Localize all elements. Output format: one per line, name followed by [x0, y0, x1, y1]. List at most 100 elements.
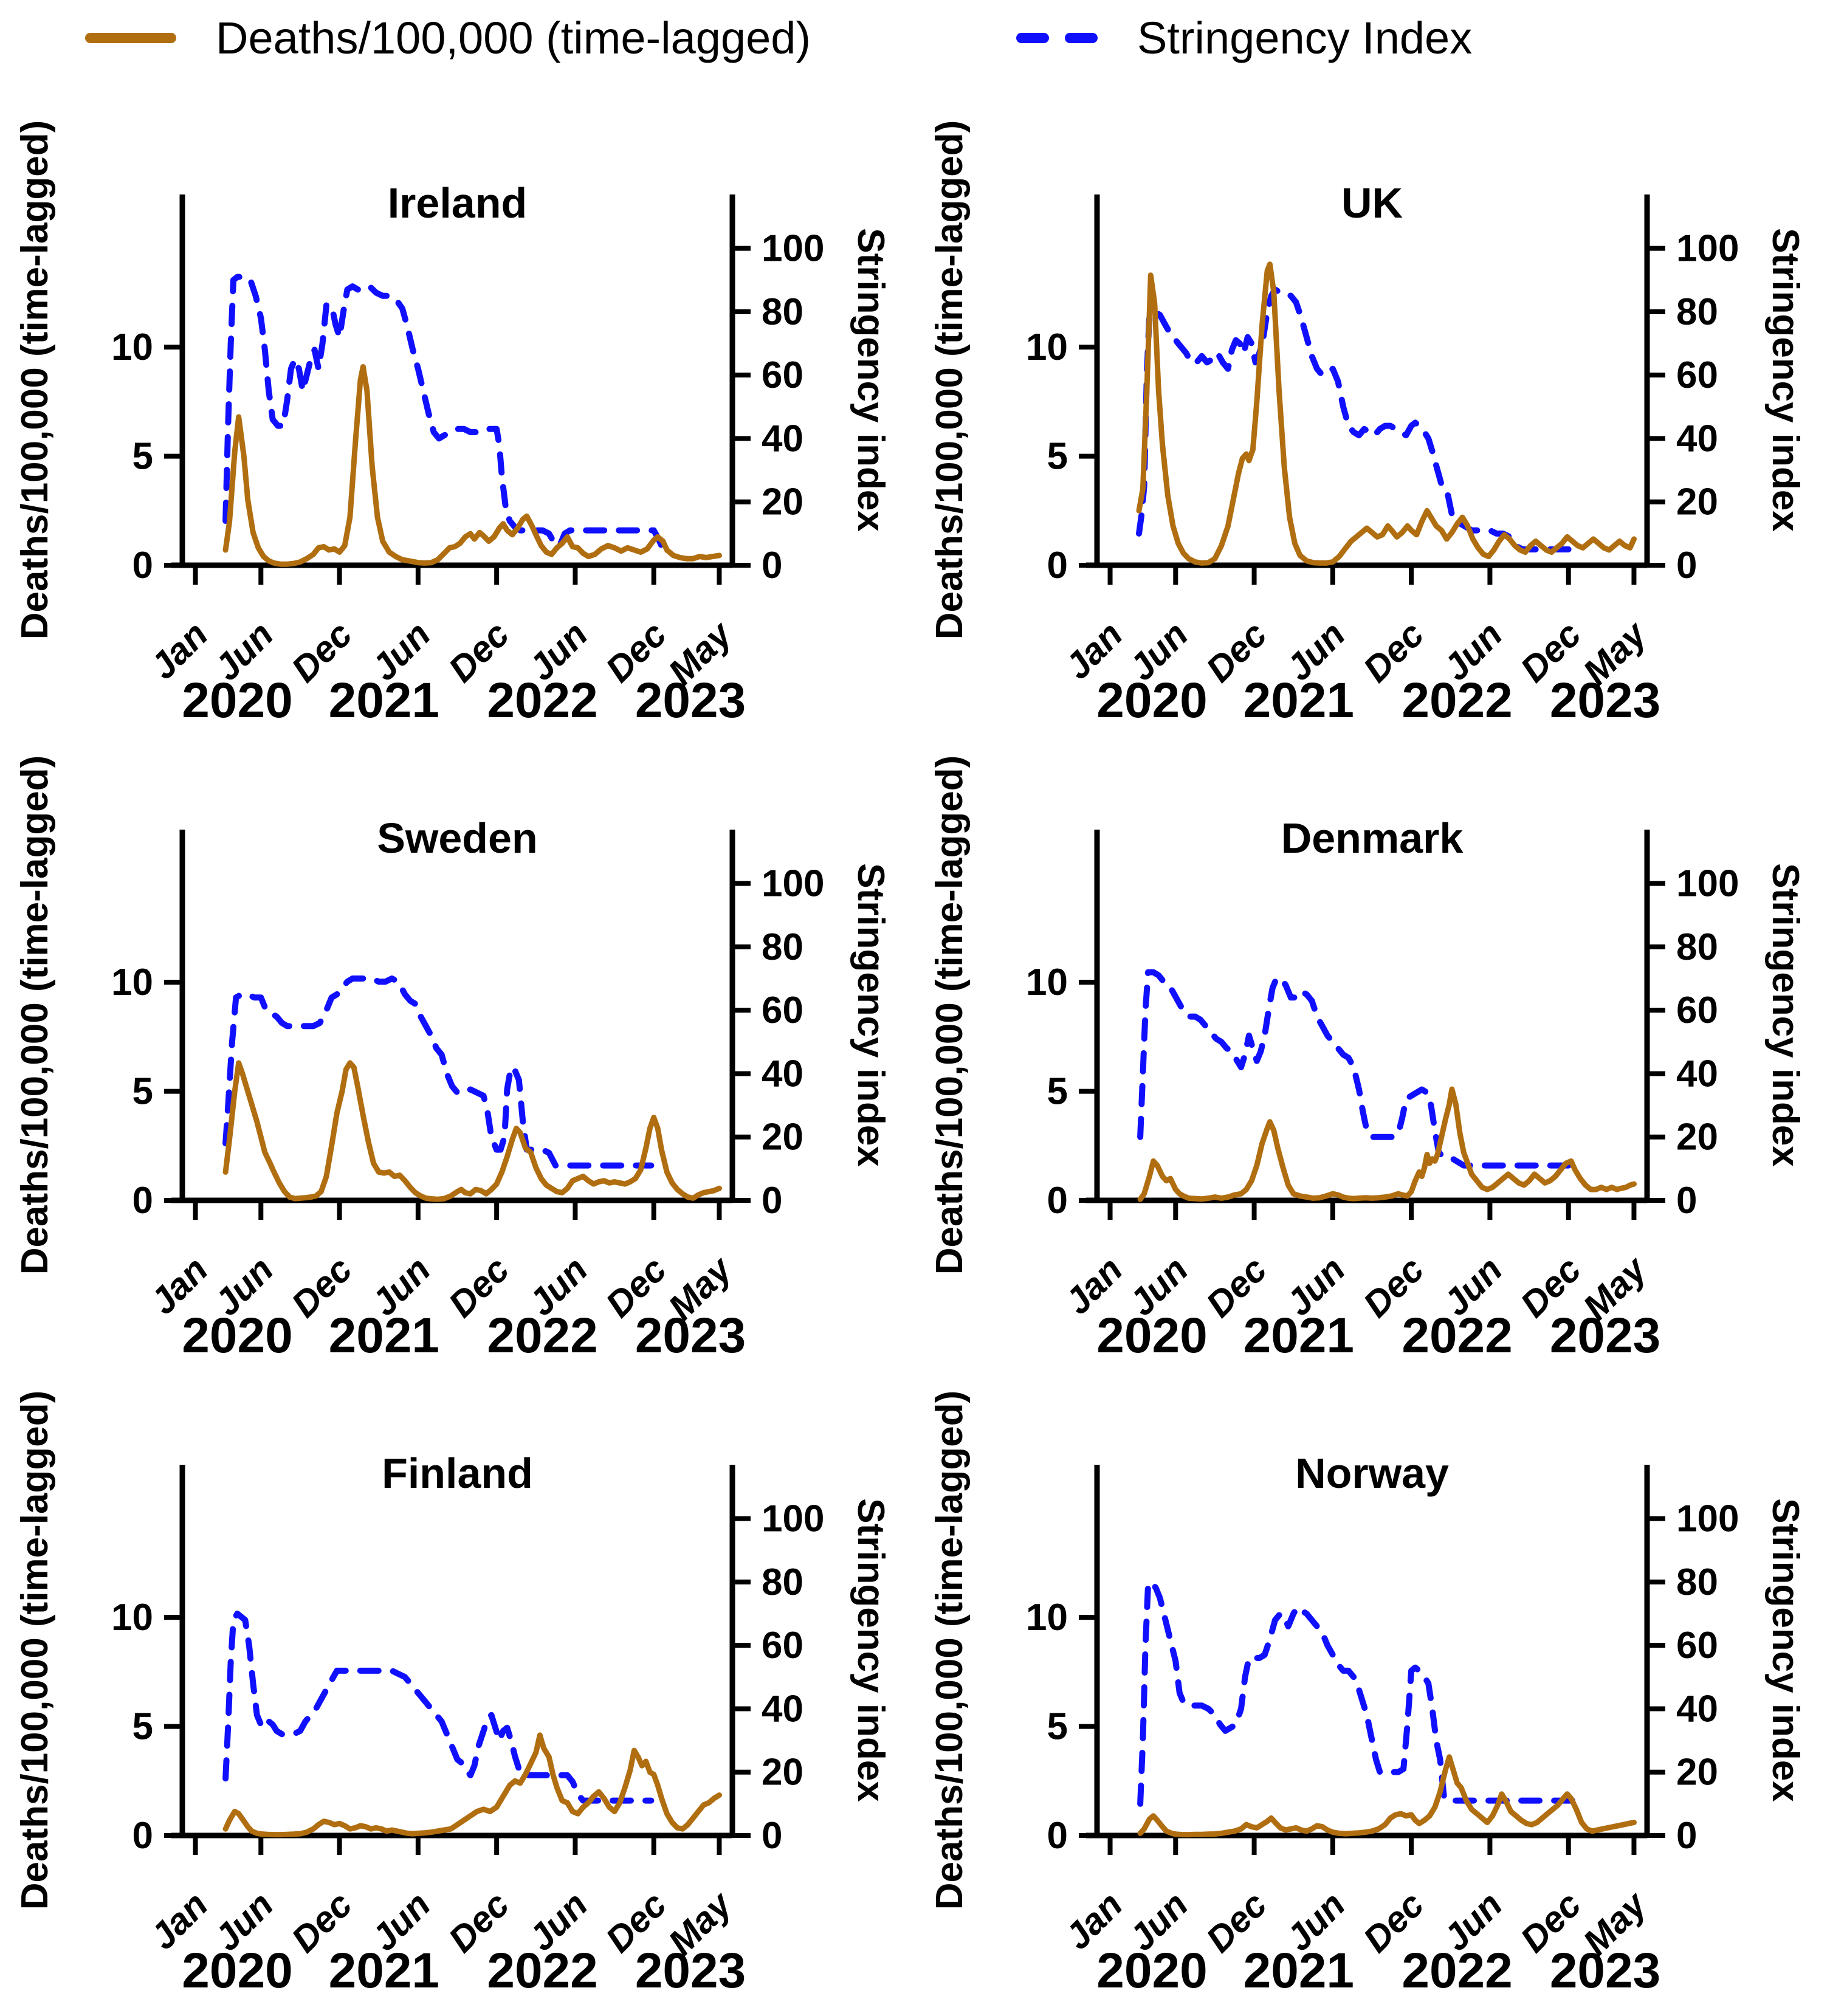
right-tick-label-finland-80: 80 [762, 1561, 803, 1603]
left-axis-title-sweden: Deaths/100,000 (time-lagged) [14, 755, 56, 1275]
legend: Deaths/100,000 (time-lagged) Stringency … [0, 0, 1830, 109]
year-label-finland-2020: 2020 [182, 1943, 292, 1998]
legend-label-stringency: Stringency Index [1137, 13, 1473, 63]
axes-uk [1079, 194, 1665, 585]
year-label-ireland-2022: 2022 [487, 673, 597, 728]
sweden-deaths-line [222, 1060, 722, 1202]
year-label-denmark-2022: 2022 [1402, 1308, 1512, 1363]
left-axis-title-denmark: Deaths/100,000 (time-lagged) [929, 755, 971, 1275]
year-label-uk-2022: 2022 [1402, 673, 1512, 728]
left-tick-label-denmark-5: 5 [1047, 1071, 1068, 1113]
year-label-finland-2022: 2022 [487, 1943, 597, 1998]
legend-item-stringency: Stringency Index [1016, 12, 1472, 64]
year-label-finland-2021: 2021 [329, 1943, 439, 1998]
right-tick-label-uk-20: 20 [1676, 481, 1718, 523]
legend-item-deaths: Deaths/100,000 (time-lagged) [85, 12, 811, 64]
uk-deaths-line [1136, 261, 1637, 566]
right-axis-title-sweden: Stringency index [850, 863, 892, 1167]
left-tick-label-finland-5: 5 [132, 1706, 153, 1748]
panel-title-finland: Finland [382, 1450, 533, 1497]
year-label-norway-2022: 2022 [1402, 1943, 1512, 1998]
panel-grid: Ireland 0 5 10 0 20 40 60 80 100 Jan Jun Dec Jun Dec Ju… [0, 109, 1830, 2016]
right-tick-label-ireland-100: 100 [762, 228, 824, 270]
denmark-deaths-line [1137, 1086, 1637, 1202]
year-label-ireland-2020: 2020 [182, 673, 292, 728]
left-tick-label-uk-5: 5 [1047, 436, 1068, 478]
axes-norway [1079, 1465, 1665, 1855]
ireland-deaths-line [222, 364, 722, 567]
right-tick-label-denmark-40: 40 [1676, 1053, 1718, 1095]
left-tick-label-finland-0: 0 [132, 1815, 153, 1857]
right-tick-label-sweden-40: 40 [762, 1053, 803, 1095]
left-tick-label-sweden-0: 0 [132, 1180, 153, 1222]
right-tick-label-sweden-0: 0 [762, 1180, 782, 1222]
finland-stringency-line [222, 1611, 655, 1804]
ireland-stringency-line [222, 274, 666, 552]
right-tick-label-ireland-80: 80 [762, 291, 803, 333]
panel-ireland: Ireland 0 5 10 0 20 40 60 80 100 Jan Jun Dec Jun Dec Ju… [0, 109, 915, 745]
axes-denmark [1079, 830, 1665, 1220]
denmark-stringency-line [1137, 969, 1582, 1169]
left-tick-label-ireland-10: 10 [111, 326, 153, 368]
right-tick-label-norway-60: 60 [1676, 1625, 1718, 1667]
left-tick-label-ireland-0: 0 [132, 545, 153, 587]
right-axis-title-uk: Stringency index [1764, 228, 1806, 532]
left-tick-label-denmark-10: 10 [1026, 962, 1068, 1003]
stringency-line-swatch [1016, 33, 1098, 43]
right-tick-label-uk-40: 40 [1676, 418, 1718, 459]
panel-denmark: Denmark 0 5 10 0 20 40 60 80 100 Jan Jun Dec Jun Dec Ju… [915, 745, 1830, 1380]
right-tick-label-ireland-40: 40 [762, 418, 803, 459]
year-label-finland-2023: 2023 [635, 1943, 746, 1998]
left-tick-label-sweden-5: 5 [132, 1071, 153, 1113]
right-tick-label-denmark-100: 100 [1676, 863, 1739, 905]
right-tick-label-uk-100: 100 [1676, 228, 1739, 270]
right-tick-label-uk-60: 60 [1676, 354, 1718, 396]
year-label-uk-2023: 2023 [1550, 673, 1660, 728]
year-label-sweden-2022: 2022 [487, 1308, 597, 1363]
year-label-ireland-2021: 2021 [329, 673, 439, 728]
left-tick-label-denmark-0: 0 [1047, 1180, 1068, 1222]
norway-deaths-line [1137, 1754, 1637, 1838]
right-tick-label-denmark-60: 60 [1676, 989, 1718, 1031]
left-tick-label-norway-5: 5 [1047, 1706, 1068, 1748]
year-label-denmark-2023: 2023 [1550, 1308, 1660, 1363]
right-tick-label-ireland-60: 60 [762, 354, 803, 396]
panel-sweden: Sweden 0 5 10 0 20 40 60 80 100 Jan Jun Dec Jun Dec Jun… [0, 745, 915, 1380]
right-tick-label-finland-20: 20 [762, 1752, 803, 1794]
panel-norway: Norway 0 5 10 0 20 40 60 80 100 Jan Jun Dec Jun Dec Jun… [915, 1380, 1830, 2016]
year-label-norway-2023: 2023 [1550, 1943, 1660, 1998]
left-axis-title-finland: Deaths/100,000 (time-lagged) [14, 1391, 56, 1910]
left-axis-title-uk: Deaths/100,000 (time-lagged) [929, 120, 971, 640]
panel-title-sweden: Sweden [377, 814, 538, 862]
left-axis-title-ireland: Deaths/100,000 (time-lagged) [14, 120, 56, 640]
right-tick-label-denmark-0: 0 [1676, 1180, 1697, 1222]
deaths-line-swatch [85, 33, 176, 43]
panel-title-uk: UK [1341, 179, 1403, 227]
left-tick-label-uk-10: 10 [1026, 326, 1068, 368]
right-tick-label-finland-60: 60 [762, 1625, 803, 1667]
sweden-stringency-line [222, 975, 655, 1169]
year-label-denmark-2020: 2020 [1096, 1308, 1207, 1363]
right-tick-label-denmark-20: 20 [1676, 1116, 1718, 1158]
panel-title-denmark: Denmark [1281, 814, 1464, 862]
right-axis-title-denmark: Stringency index [1764, 863, 1806, 1167]
right-tick-label-denmark-80: 80 [1676, 926, 1718, 968]
year-label-norway-2021: 2021 [1244, 1943, 1354, 1998]
right-tick-label-finland-40: 40 [762, 1688, 803, 1730]
year-label-ireland-2023: 2023 [635, 673, 746, 728]
right-tick-label-finland-100: 100 [762, 1498, 824, 1540]
right-tick-label-norway-80: 80 [1676, 1561, 1718, 1603]
axes-sweden [164, 830, 751, 1220]
panel-title-ireland: Ireland [388, 179, 528, 227]
right-tick-label-sweden-20: 20 [762, 1116, 803, 1158]
right-tick-label-norway-100: 100 [1676, 1498, 1739, 1540]
left-axis-title-norway: Deaths/100,000 (time-lagged) [929, 1391, 971, 1910]
left-tick-label-uk-0: 0 [1047, 545, 1068, 587]
right-tick-label-ireland-0: 0 [762, 545, 782, 587]
right-tick-label-finland-0: 0 [762, 1815, 782, 1857]
left-tick-label-norway-0: 0 [1047, 1815, 1068, 1857]
